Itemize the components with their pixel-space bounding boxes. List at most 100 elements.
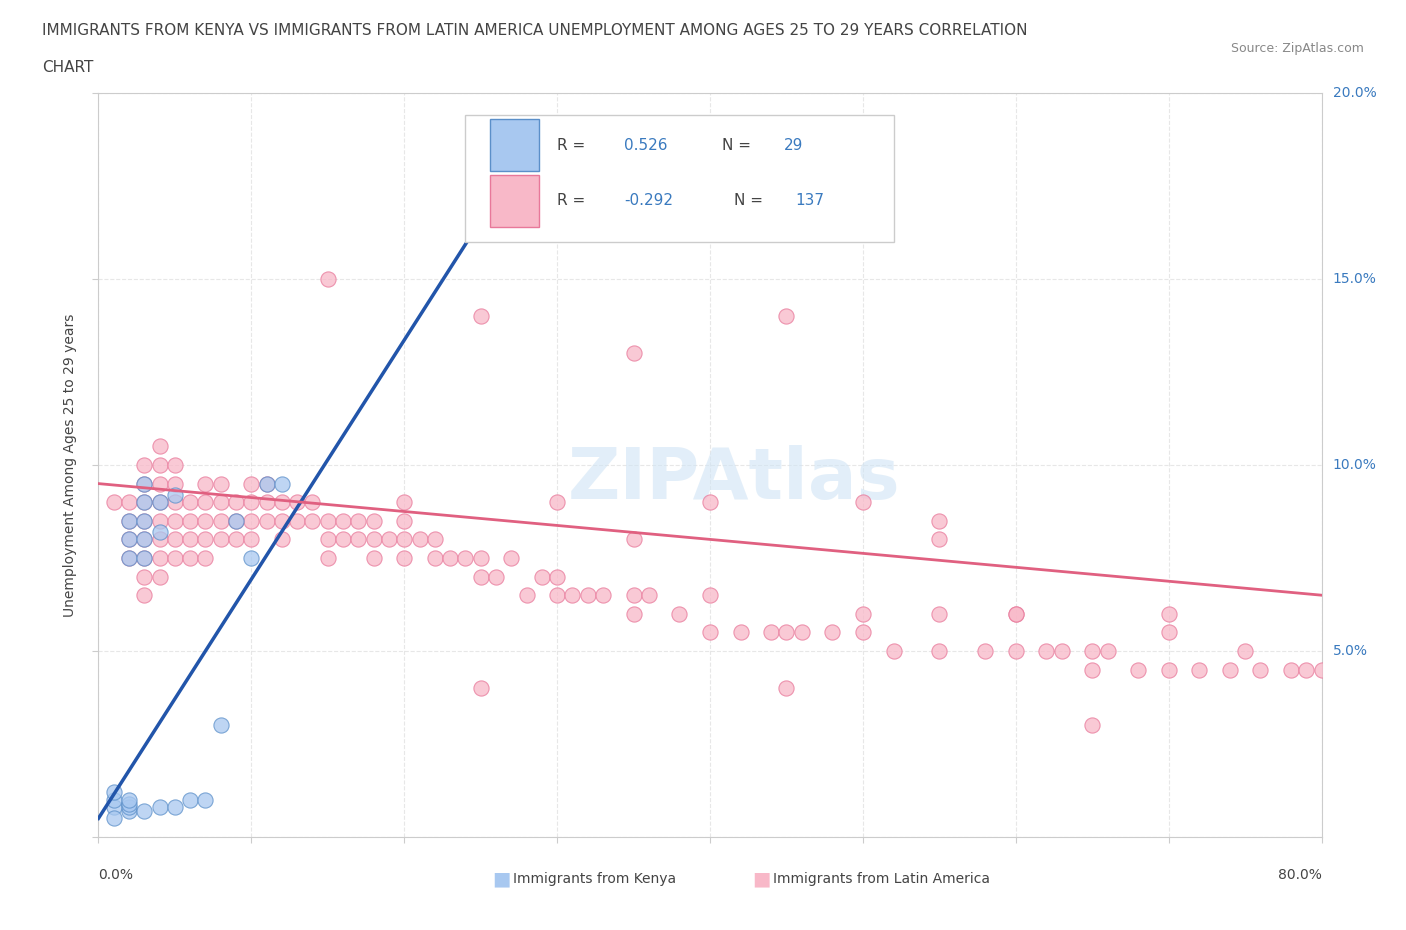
Point [134,551,156,565]
Point [134,804,156,818]
Point [149,495,172,510]
Point [240,513,263,528]
Point [179,792,201,807]
Point [225,495,247,510]
Point [852,495,875,510]
Text: ■: ■ [492,870,510,888]
Point [118,796,141,811]
Text: Immigrants from Latin America: Immigrants from Latin America [773,871,990,886]
Point [470,681,492,696]
Text: R =: R = [557,193,591,208]
Point [256,495,278,510]
Point [118,800,141,815]
FancyBboxPatch shape [489,175,538,227]
Point [423,551,446,565]
Text: 10.0%: 10.0% [1333,458,1376,472]
Point [134,532,156,547]
Point [149,569,172,584]
Point [179,532,201,547]
Point [270,476,292,491]
Point [1050,644,1073,658]
Point [1097,644,1119,658]
Point [134,588,156,603]
Text: ■: ■ [752,870,770,888]
FancyBboxPatch shape [489,119,538,171]
Point [194,551,217,565]
Text: 15.0%: 15.0% [1333,272,1376,286]
Point [454,551,477,565]
Point [530,569,553,584]
Point [256,476,278,491]
Point [225,532,247,547]
Point [928,532,950,547]
Point [209,513,232,528]
Point [1004,606,1026,621]
Point [103,800,125,815]
Point [363,532,385,547]
Point [392,495,416,510]
Point [1004,606,1026,621]
Point [118,513,141,528]
Point [256,476,278,491]
Point [928,513,950,528]
Point [149,458,172,472]
Text: Immigrants from Kenya: Immigrants from Kenya [513,871,676,886]
Text: Source: ZipAtlas.com: Source: ZipAtlas.com [1230,42,1364,55]
FancyBboxPatch shape [465,115,893,242]
Point [637,588,661,603]
Point [134,513,156,528]
Point [332,532,354,547]
Point [470,309,492,324]
Point [118,551,141,565]
Point [194,476,217,491]
Point [225,513,247,528]
Point [516,588,538,603]
Point [546,569,568,584]
Text: ZIPAtlas: ZIPAtlas [568,445,901,514]
Point [134,476,156,491]
Point [270,495,292,510]
Point [1219,662,1241,677]
Point [852,606,875,621]
Point [1188,662,1211,677]
Point [285,495,308,510]
Point [316,272,339,286]
Point [470,551,492,565]
Point [163,495,186,510]
Point [423,532,446,547]
Point [623,346,645,361]
Point [118,551,141,565]
Point [392,532,416,547]
Point [103,792,125,807]
Point [363,513,385,528]
Point [134,495,156,510]
Point [485,569,508,584]
Point [134,532,156,547]
Point [301,495,323,510]
Text: 29: 29 [783,138,803,153]
Point [163,551,186,565]
Point [592,588,614,603]
Point [316,532,339,547]
Point [775,681,797,696]
Point [149,476,172,491]
Point [623,606,645,621]
Point [347,532,370,547]
Point [392,551,416,565]
Point [163,513,186,528]
Point [209,476,232,491]
Text: 80.0%: 80.0% [1278,868,1322,882]
Point [103,495,125,510]
Point [134,476,156,491]
Point [134,513,156,528]
Point [118,513,141,528]
Point [118,495,141,510]
Point [1128,662,1150,677]
Y-axis label: Unemployment Among Ages 25 to 29 years: Unemployment Among Ages 25 to 29 years [63,313,77,617]
Point [316,513,339,528]
Point [118,792,141,807]
Point [149,495,172,510]
Point [134,551,156,565]
Text: R =: R = [557,138,591,153]
Point [270,513,292,528]
